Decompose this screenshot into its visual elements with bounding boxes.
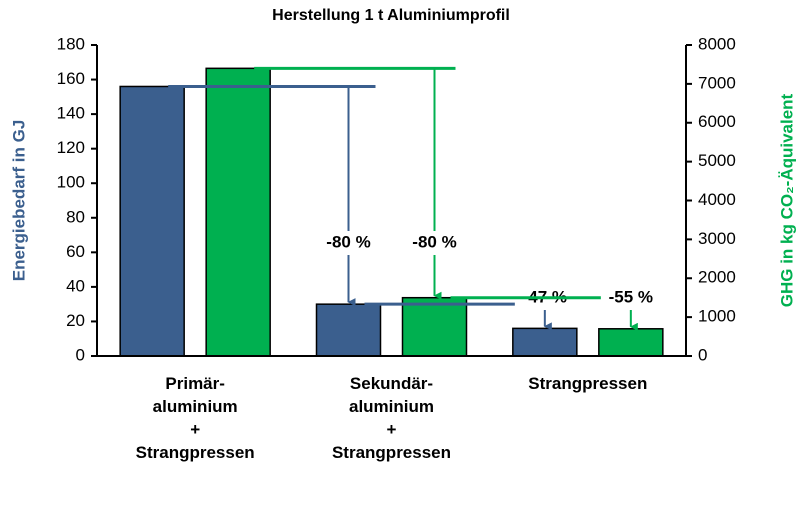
- chart-title: Herstellung 1 t Aluminiumprofil: [272, 7, 510, 24]
- y-tick-label: 40: [66, 276, 85, 295]
- y2-tick-label: 7000: [698, 73, 736, 92]
- y-tick-label: 140: [57, 104, 85, 123]
- y2-tick-label: 3000: [698, 229, 736, 248]
- bar: [401, 296, 468, 357]
- y2-axis-title: GHG in kg CO₂-Äquivalent: [777, 93, 796, 307]
- y-tick-label: 100: [57, 173, 85, 192]
- x-tick-line: aluminium: [153, 397, 238, 416]
- y2-tick-label: 5000: [698, 151, 736, 170]
- x-tick-line: Primär-: [165, 374, 225, 393]
- y-tick-label: 0: [76, 345, 85, 364]
- y-axis-title: Energiebedarf in GJ: [9, 120, 28, 282]
- x-tick-line: +: [387, 420, 397, 439]
- bar: [315, 303, 382, 357]
- annotation: -55 %: [609, 287, 653, 306]
- x-tick-line: Strangpressen: [136, 443, 255, 462]
- bar: [598, 328, 664, 357]
- y-tick-label: 180: [57, 34, 85, 53]
- y2-tick-label: 2000: [698, 268, 736, 287]
- y-tick-label: 120: [57, 138, 85, 157]
- y2-tick-label: 0: [698, 345, 707, 364]
- x-tick-line: Sekundär-: [350, 374, 433, 393]
- bar: [205, 67, 271, 357]
- x-tick-label: Sekundär-aluminium + Strangpressen: [332, 374, 451, 462]
- bar: [119, 85, 185, 357]
- y2-tick-label: 4000: [698, 190, 736, 209]
- x-tick-line: Strangpressen: [528, 374, 647, 393]
- annotation-bg: [404, 231, 465, 255]
- x-tick-line: Strangpressen: [332, 443, 451, 462]
- x-tick-line: aluminium: [349, 397, 434, 416]
- annotation: -80 %: [326, 232, 370, 251]
- x-tick-label: Strangpressen: [528, 374, 647, 393]
- y-tick-label: 60: [66, 242, 85, 261]
- y2-tick-label: 8000: [698, 34, 736, 53]
- annotation-bg: [600, 286, 661, 310]
- y2-tick-label: 6000: [698, 112, 736, 131]
- annotation: -80 %: [412, 232, 456, 251]
- bar: [512, 327, 578, 357]
- y2-tick-label: 1000: [698, 307, 736, 326]
- x-tick-label: Primär-aluminium + Strangpressen: [136, 374, 255, 462]
- y-tick-label: 160: [57, 69, 85, 88]
- y-tick-label: 20: [66, 311, 85, 330]
- x-tick-line: +: [190, 420, 200, 439]
- annotation-bg: [318, 231, 379, 255]
- y-tick-label: 80: [66, 207, 85, 226]
